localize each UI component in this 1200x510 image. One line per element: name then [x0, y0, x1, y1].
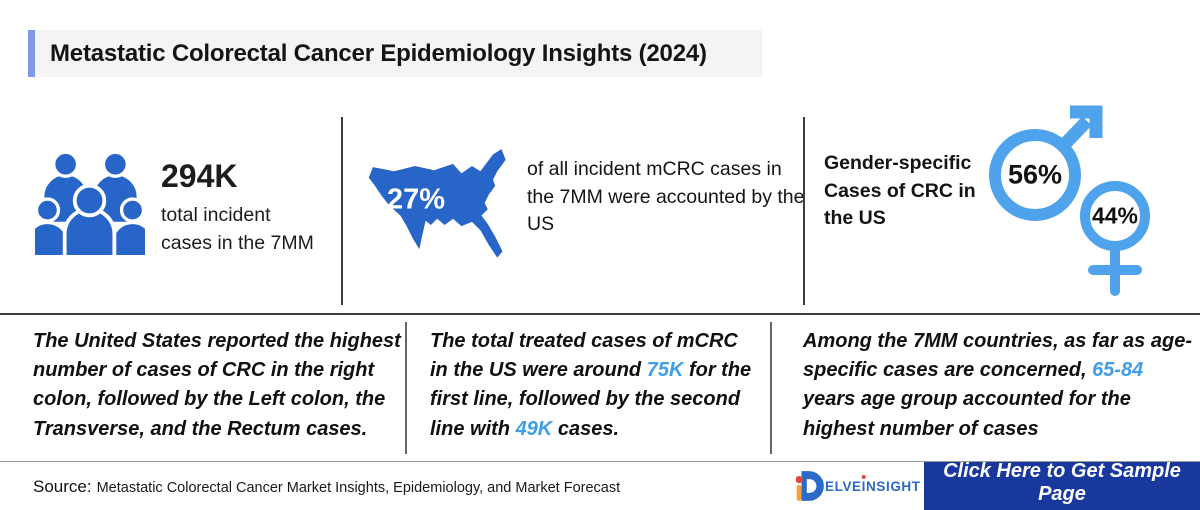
- divider-top-2: [803, 117, 805, 305]
- divider-bottom-2: [770, 322, 772, 454]
- usa-map-icon: [368, 149, 506, 258]
- cta-label: Click Here to Get Sample Page: [924, 460, 1200, 510]
- us-share-figure: 27%: [352, 146, 514, 264]
- title-bar: Metastatic Colorectal Cancer Epidemiolog…: [28, 30, 762, 77]
- female-symbol-icon: [1080, 181, 1150, 296]
- gender-figure: 56% 44%: [983, 103, 1171, 303]
- source-text: Metastatic Colorectal Cancer Market Insi…: [96, 480, 621, 496]
- logo-dotted-i: I: [861, 478, 867, 494]
- separator-footer: [0, 461, 1200, 462]
- delveinsight-logo: ELVEINSIGHT: [796, 464, 921, 508]
- source-line: Source: Metastatic Colorectal Cancer Mar…: [33, 462, 620, 508]
- separator-mid: [0, 313, 1200, 315]
- male-symbol-icon: [989, 105, 1103, 221]
- divider-bottom-1: [405, 322, 407, 454]
- us-share-text: of all incident mCRC cases in the 7MM we…: [527, 158, 805, 236]
- gender-symbols-svg: [989, 105, 1150, 296]
- highlight-treated-cases: The total treated cases of mCRC in the U…: [430, 330, 752, 440]
- divider-top-1: [341, 117, 343, 305]
- incidence-value: 294K: [161, 158, 238, 194]
- highlight-colon-distribution: The United States reported the highest n…: [33, 330, 401, 440]
- source-label: Source:: [33, 477, 92, 496]
- cta-button[interactable]: Click Here to Get Sample Page: [924, 460, 1200, 510]
- gender-heading: Gender-specific Cases of CRC in the US: [824, 152, 976, 230]
- female-percent: 44%: [1091, 202, 1139, 229]
- page-title: Metastatic Colorectal Cancer Epidemiolog…: [50, 39, 707, 67]
- us-share-value: 27%: [386, 183, 446, 216]
- logo-text: ELVEINSIGHT: [825, 478, 921, 494]
- incidence-label: total incident cases in the 7MM: [161, 204, 314, 255]
- male-percent: 56%: [1007, 159, 1063, 190]
- people-group-icon: [35, 150, 145, 255]
- delveinsight-logo-d-icon: [796, 471, 824, 501]
- highlight-age-group: Among the 7MM countries, as far as age-s…: [803, 330, 1192, 440]
